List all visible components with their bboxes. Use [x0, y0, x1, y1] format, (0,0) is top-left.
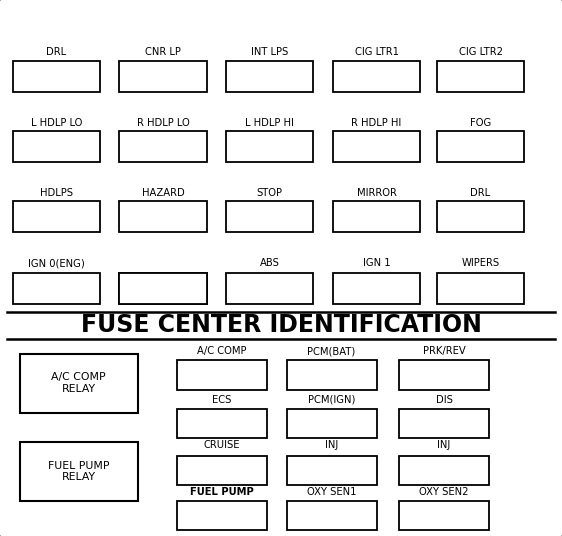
Bar: [399, 409, 489, 438]
Text: DRL: DRL: [470, 188, 491, 198]
Bar: [119, 61, 206, 92]
Text: MIRROR: MIRROR: [357, 188, 396, 198]
Text: STOP: STOP: [257, 188, 283, 198]
Bar: [20, 354, 138, 413]
Text: CNR LP: CNR LP: [145, 47, 181, 57]
Text: DIS: DIS: [436, 394, 452, 405]
Bar: [226, 131, 314, 162]
Bar: [119, 131, 206, 162]
Text: CRUISE: CRUISE: [204, 440, 240, 450]
Bar: [177, 501, 267, 531]
Text: IGN 0(ENG): IGN 0(ENG): [28, 258, 84, 268]
Text: FOG: FOG: [470, 117, 491, 128]
Bar: [437, 201, 524, 232]
Text: L HDLP LO: L HDLP LO: [30, 117, 82, 128]
Bar: [119, 273, 206, 304]
Bar: [437, 273, 524, 304]
Bar: [13, 201, 100, 232]
Text: PCM(IGN): PCM(IGN): [308, 394, 355, 405]
Text: WIPERS: WIPERS: [461, 258, 500, 268]
Text: ABS: ABS: [260, 258, 280, 268]
Text: PCM(BAT): PCM(BAT): [307, 346, 356, 356]
Text: A/C COMP: A/C COMP: [197, 346, 247, 356]
Bar: [177, 409, 267, 438]
Bar: [13, 273, 100, 304]
Text: IGN 1: IGN 1: [362, 258, 391, 268]
Text: A/C COMP
RELAY: A/C COMP RELAY: [51, 373, 106, 394]
Text: INJ: INJ: [437, 440, 451, 450]
Bar: [437, 131, 524, 162]
Bar: [287, 409, 377, 438]
Text: HDLPS: HDLPS: [40, 188, 72, 198]
Text: OXY SEN1: OXY SEN1: [307, 487, 356, 497]
Bar: [399, 361, 489, 390]
Bar: [226, 273, 314, 304]
Bar: [287, 361, 377, 390]
Text: DRL: DRL: [46, 47, 66, 57]
Bar: [287, 456, 377, 486]
Bar: [177, 361, 267, 390]
Bar: [333, 61, 420, 92]
Text: FUSE CENTER IDENTIFICATION: FUSE CENTER IDENTIFICATION: [80, 313, 482, 337]
Bar: [177, 456, 267, 486]
Bar: [20, 442, 138, 501]
Bar: [287, 501, 377, 531]
Text: CIG LTR1: CIG LTR1: [355, 47, 398, 57]
Bar: [333, 131, 420, 162]
Text: PRK/REV: PRK/REV: [423, 346, 465, 356]
Text: INJ: INJ: [325, 440, 338, 450]
Text: HAZARD: HAZARD: [142, 188, 184, 198]
Bar: [226, 201, 314, 232]
Bar: [13, 61, 100, 92]
Text: FUEL PUMP
RELAY: FUEL PUMP RELAY: [48, 461, 110, 482]
Bar: [226, 61, 314, 92]
Text: INT LPS: INT LPS: [251, 47, 288, 57]
Bar: [437, 61, 524, 92]
Bar: [119, 273, 206, 304]
Bar: [119, 201, 206, 232]
Text: OXY SEN2: OXY SEN2: [419, 487, 469, 497]
Text: ECS: ECS: [212, 394, 232, 405]
Bar: [399, 456, 489, 486]
Bar: [13, 131, 100, 162]
Text: CIG LTR2: CIG LTR2: [459, 47, 502, 57]
Bar: [399, 501, 489, 531]
Text: L HDLP HI: L HDLP HI: [246, 117, 294, 128]
Bar: [333, 201, 420, 232]
Text: R HDLP LO: R HDLP LO: [137, 117, 189, 128]
Bar: [333, 273, 420, 304]
Text: FUEL PUMP: FUEL PUMP: [190, 487, 254, 497]
Text: R HDLP HI: R HDLP HI: [351, 117, 402, 128]
